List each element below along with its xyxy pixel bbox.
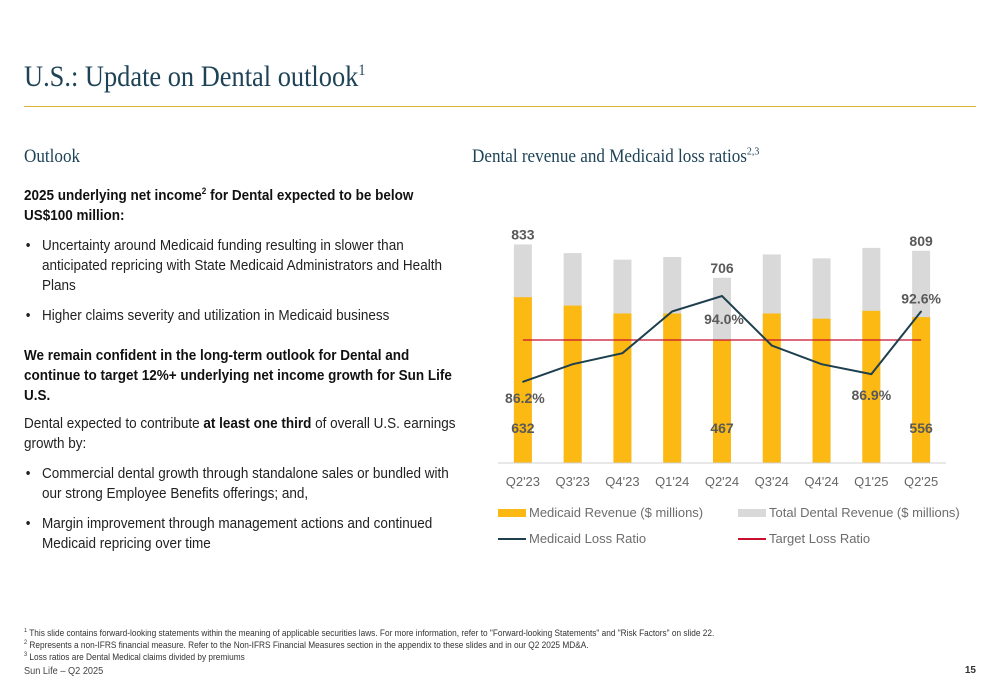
bar-medicaid-revenue xyxy=(762,313,781,463)
bar-medicaid-revenue xyxy=(713,340,731,463)
x-tick-label: Q2'25 xyxy=(904,474,938,489)
bar-medicaid-revenue xyxy=(563,305,582,463)
legend-swatch xyxy=(498,537,526,540)
x-tick-label: Q4'24 xyxy=(804,474,838,489)
legend-swatch xyxy=(738,508,766,517)
bar-medicaid-revenue xyxy=(912,317,931,463)
data-label: 632 xyxy=(511,420,535,436)
loss-ratio-point xyxy=(870,373,873,375)
data-label: 809 xyxy=(909,233,933,249)
data-label: 706 xyxy=(710,260,734,276)
footnotes: 1 This slide contains forward-looking st… xyxy=(24,627,907,663)
legend-item-total-revenue: Total Dental Revenue ($ millions) xyxy=(738,505,960,520)
chart-heading: Dental revenue and Medicaid loss ratios2… xyxy=(472,145,760,167)
footer-label: Sun Life – Q2 2025 xyxy=(24,666,104,677)
x-tick-label: Q2'24 xyxy=(705,474,739,489)
legend-item-medicaid-revenue: Medicaid Revenue ($ millions) xyxy=(498,505,703,520)
page-title: U.S.: Update on Dental outlook1 xyxy=(24,60,366,93)
bar-medicaid-revenue xyxy=(862,310,881,463)
contribution-statement: Dental expected to contribute at least o… xyxy=(24,415,456,452)
footnote: 1 This slide contains forward-looking st… xyxy=(24,628,715,638)
legend-label: Total Dental Revenue ($ millions) xyxy=(769,505,960,520)
footnote: 2 Represents a non-IFRS financial measur… xyxy=(24,640,589,650)
dental-revenue-chart: Q2'23 Q3'23 Q4'23 Q1'24 Q2'24 Q3'24 Q4'24 Q1'25… xyxy=(498,226,946,489)
legend-swatch xyxy=(498,508,526,517)
list-item: Higher claims severity and utilization i… xyxy=(24,306,456,326)
bar-medicaid-revenue xyxy=(613,313,632,463)
loss-ratio-point xyxy=(522,381,524,383)
list-item: Uncertainty around Medicaid funding resu… xyxy=(24,236,456,296)
loss-ratio-point xyxy=(820,363,823,365)
data-label: 86.2% xyxy=(505,390,545,406)
data-label: 467 xyxy=(710,420,734,436)
outlook-text: 2025 underlying net income2 for Dental e… xyxy=(24,186,456,564)
data-label: 92.6% xyxy=(901,290,941,306)
data-label: 94.0% xyxy=(704,311,744,327)
page-number: 15 xyxy=(964,665,976,676)
data-label: 86.9% xyxy=(851,387,891,403)
data-label: 833 xyxy=(511,226,535,242)
bar-medicaid-revenue xyxy=(812,318,831,463)
outlook-headline: 2025 underlying net income2 for Dental e… xyxy=(24,186,414,225)
loss-ratio-point xyxy=(770,344,773,347)
loss-ratio-point xyxy=(621,352,624,354)
title-divider xyxy=(24,106,976,107)
legend-label: Medicaid Revenue ($ millions) xyxy=(529,505,704,520)
list-item: Commercial dental growth through standal… xyxy=(24,464,456,504)
legend-label: Target Loss Ratio xyxy=(769,531,871,546)
x-tick-label: Q3'24 xyxy=(755,474,789,489)
legend-item-loss-ratio: Medicaid Loss Ratio xyxy=(498,531,646,546)
x-tick-label: Q1'25 xyxy=(854,474,888,489)
legend-label: Medicaid Loss Ratio xyxy=(529,531,647,546)
footnote: 3 Loss ratios are Dental Medical claims … xyxy=(24,652,245,662)
bar-medicaid-revenue xyxy=(663,313,682,463)
bar-medicaid-revenue xyxy=(513,297,532,463)
confidence-statement: We remain confident in the long-term out… xyxy=(24,347,452,404)
loss-ratio-point xyxy=(920,310,922,313)
loss-ratio-point xyxy=(571,363,574,365)
loss-ratio-point xyxy=(671,310,674,313)
x-tick-label: Q3'23 xyxy=(556,474,590,489)
list-item: Margin improvement through management ac… xyxy=(24,514,456,554)
outlook-heading: Outlook xyxy=(24,146,81,167)
x-tick-label: Q2'23 xyxy=(506,474,540,489)
legend-swatch xyxy=(738,537,766,540)
growth-bullets: Commercial dental growth through standal… xyxy=(24,464,456,554)
x-tick-label: Q4'23 xyxy=(605,474,639,489)
data-label: 556 xyxy=(909,420,933,436)
x-tick-label: Q1'24 xyxy=(655,474,689,489)
legend-item-target-ratio: Target Loss Ratio xyxy=(738,531,870,546)
loss-ratio-point xyxy=(721,295,723,297)
outlook-bullets: Uncertainty around Medicaid funding resu… xyxy=(24,236,456,326)
